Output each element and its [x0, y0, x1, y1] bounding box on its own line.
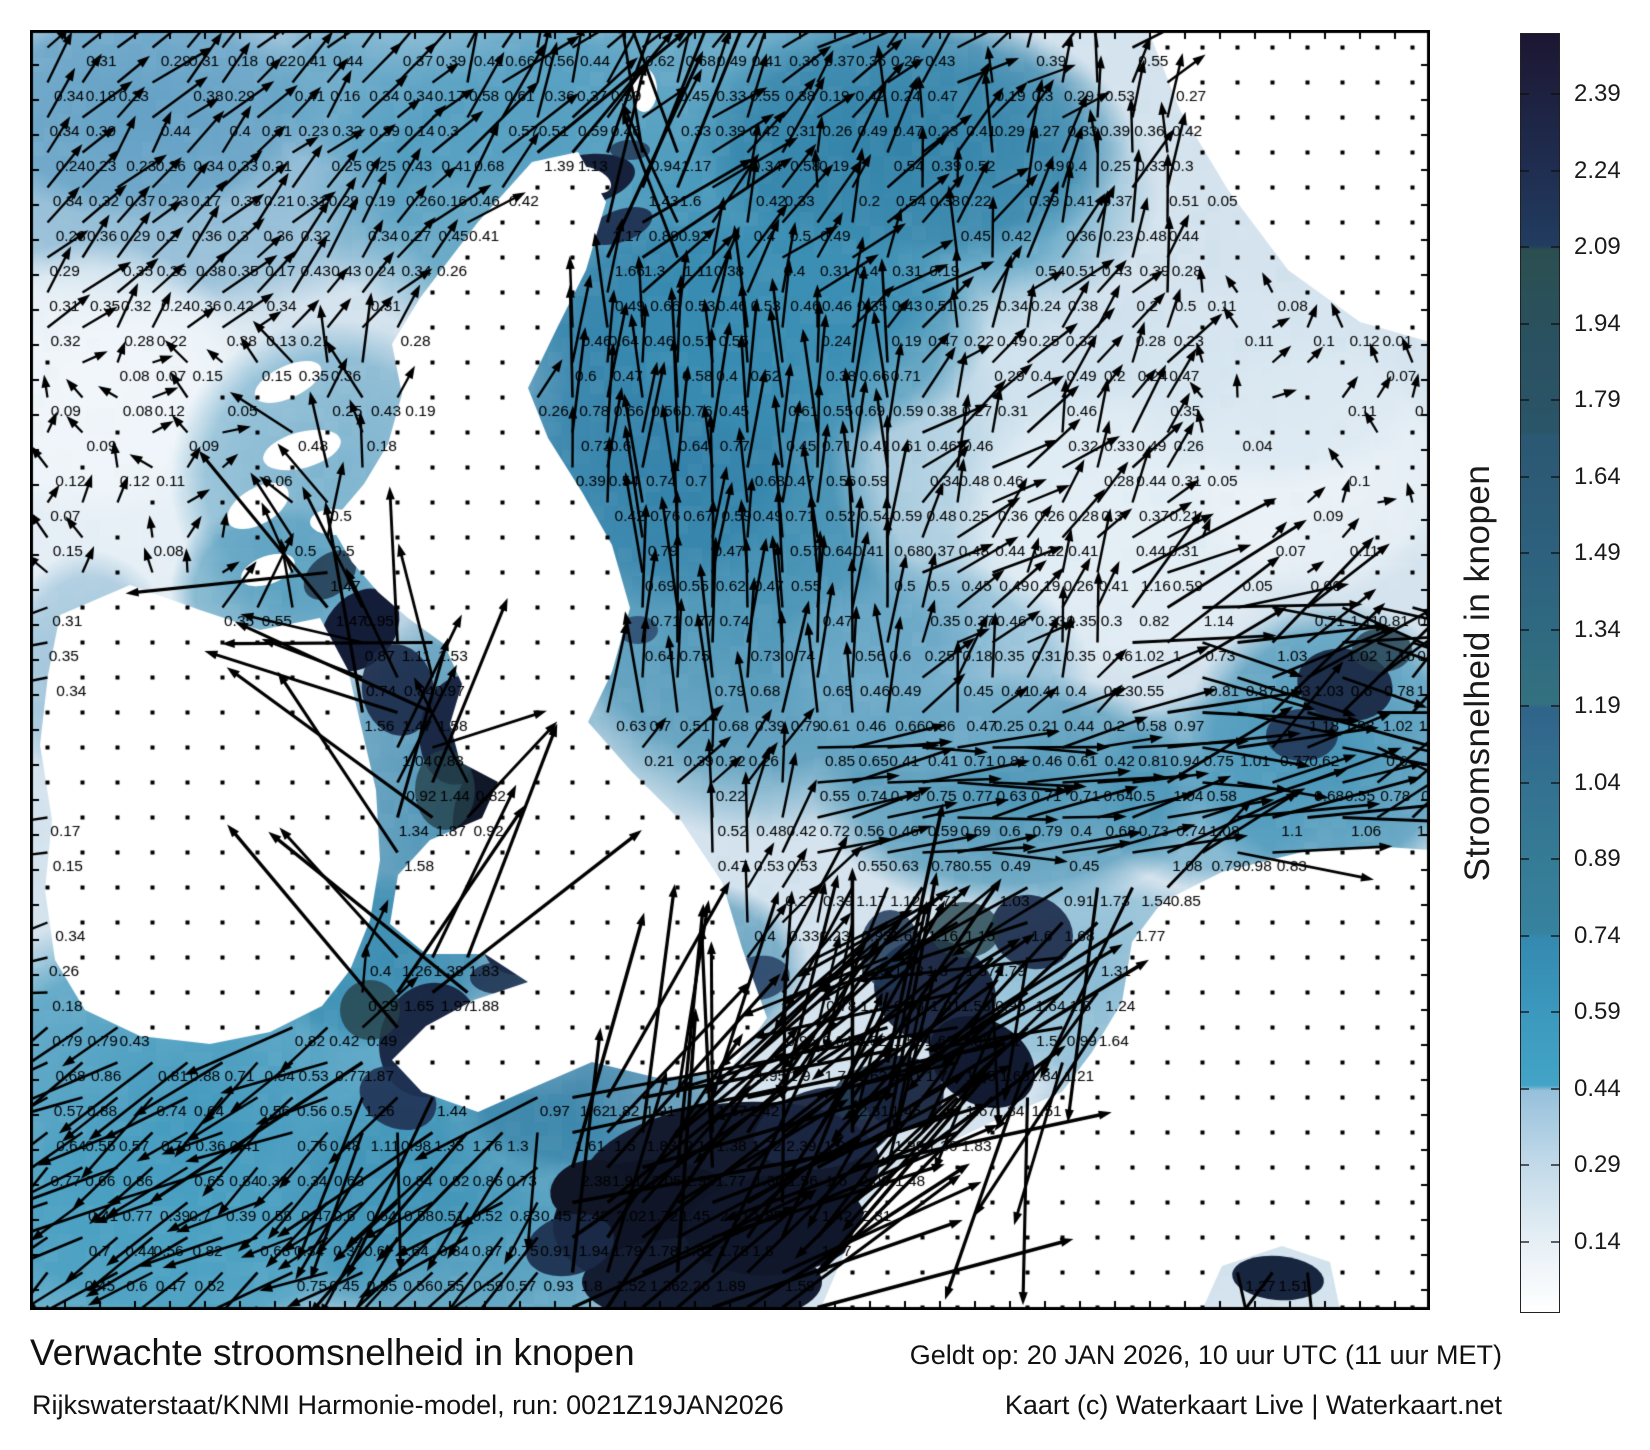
colorbar-tick-mark: [1520, 934, 1529, 937]
colorbar-tick-mark: [1551, 705, 1560, 708]
colorbar-tick-label: 2.39: [1574, 80, 1621, 108]
colorbar-tick-mark: [1520, 858, 1529, 861]
map-canvas: [30, 30, 1430, 1310]
colorbar-tick-mark: [1520, 552, 1529, 555]
colorbar-axis-label: Stroomsnelheid in knopen: [1458, 464, 1497, 882]
colorbar-tick-label: 2.09: [1574, 233, 1621, 261]
colorbar-tick-label: 1.79: [1574, 386, 1621, 414]
colorbar-tick-mark: [1551, 934, 1560, 937]
model-run-caption: Rijkswaterstaat/KNMI Harmonie-model, run…: [32, 1390, 784, 1420]
colorbar-tick-label: 0.44: [1574, 1074, 1621, 1102]
colorbar-gradient: [1520, 33, 1560, 1313]
colorbar-tick-label: 0.59: [1574, 998, 1621, 1026]
colorbar-tick-mark: [1520, 1087, 1529, 1090]
colorbar-tick-mark: [1551, 552, 1560, 555]
colorbar-tick-label: 1.64: [1574, 462, 1621, 490]
colorbar-tick-mark: [1520, 93, 1529, 96]
colorbar-tick-mark: [1551, 1011, 1560, 1014]
colorbar-tick-label: 1.04: [1574, 768, 1621, 796]
colorbar-tick-label: 0.29: [1574, 1151, 1621, 1179]
colorbar-tick-mark: [1520, 1164, 1529, 1167]
colorbar-tick-label: 0.14: [1574, 1227, 1621, 1255]
colorbar-tick-label: 0.89: [1574, 845, 1621, 873]
colorbar-tick-mark: [1551, 1164, 1560, 1167]
colorbar-tick-mark: [1551, 399, 1560, 402]
colorbar-tick-mark: [1520, 399, 1529, 402]
colorbar-tick-mark: [1520, 246, 1529, 249]
colorbar-tick-mark: [1551, 1240, 1560, 1243]
colorbar-tick-mark: [1551, 322, 1560, 325]
colorbar-tick-mark: [1551, 781, 1560, 784]
colorbar-tick-mark: [1551, 628, 1560, 631]
colorbar-tick-mark: [1520, 781, 1529, 784]
colorbar-tick-label: 1.94: [1574, 309, 1621, 337]
colorbar-tick-label: 1.34: [1574, 615, 1621, 643]
colorbar-tick-mark: [1520, 705, 1529, 708]
colorbar-tick-label: 2.24: [1574, 156, 1621, 184]
colorbar-tick-mark: [1520, 1240, 1529, 1243]
valid-time-caption: Geldt op: 20 JAN 2026, 10 uur UTC (11 uu…: [909, 1340, 1502, 1370]
colorbar-tick-label: 1.49: [1574, 539, 1621, 567]
colorbar-tick-label: 1.19: [1574, 692, 1621, 720]
colorbar-tick-mark: [1551, 858, 1560, 861]
copyright-caption: Kaart (c) Waterkaart Live | Waterkaart.n…: [1004, 1390, 1502, 1420]
colorbar-tick-mark: [1551, 475, 1560, 478]
colorbar-tick-mark: [1520, 1011, 1529, 1014]
map-title: Verwachte stroomsnelheid in knopen: [30, 1332, 635, 1373]
colorbar-tick-mark: [1520, 475, 1529, 478]
colorbar-tick-mark: [1520, 169, 1529, 172]
colorbar-tick-mark: [1551, 169, 1560, 172]
colorbar-tick-label: 0.74: [1574, 921, 1621, 949]
colorbar-tick-mark: [1520, 628, 1529, 631]
colorbar-tick-mark: [1551, 1087, 1560, 1090]
colorbar-tick-mark: [1520, 322, 1529, 325]
colorbar-tick-mark: [1551, 93, 1560, 96]
colorbar-tick-mark: [1551, 246, 1560, 249]
